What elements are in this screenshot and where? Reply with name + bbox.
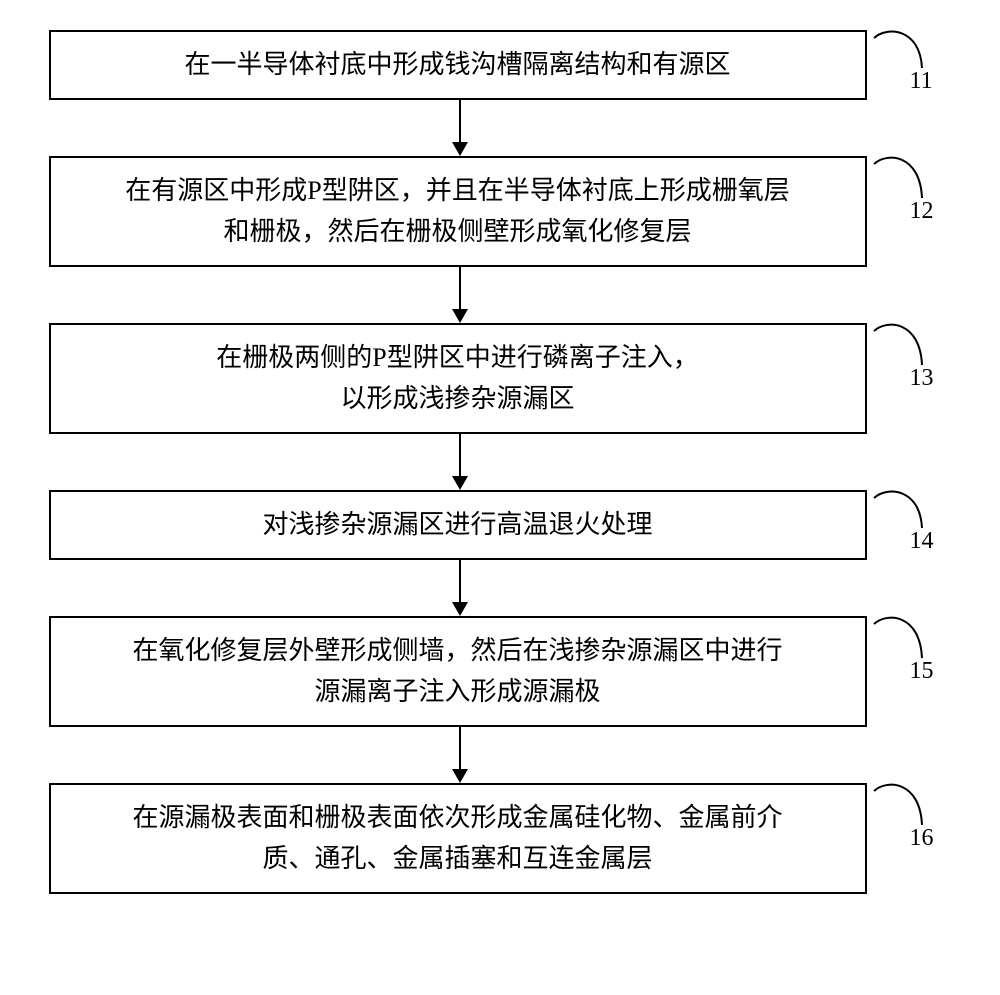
step-box-13: 在栅极两侧的P型阱区中进行磷离子注入， 以形成浅掺杂源漏区 bbox=[49, 323, 867, 434]
step-label-wrap-14: 14 bbox=[872, 490, 952, 550]
step-row-14: 对浅掺杂源漏区进行高温退火处理14 bbox=[0, 490, 1000, 560]
step-box-12: 在有源区中形成P型阱区，并且在半导体衬底上形成栅氧层 和栅极，然后在栅极侧壁形成… bbox=[49, 156, 867, 267]
step-box-15: 在氧化修复层外壁形成侧墙，然后在浅掺杂源漏区中进行 源漏离子注入形成源漏极 bbox=[49, 616, 867, 727]
arrow-13-to-14 bbox=[0, 434, 1000, 490]
arrow-icon bbox=[445, 434, 475, 490]
step-box-16: 在源漏极表面和栅极表面依次形成金属硅化物、金属前介 质、通孔、金属插塞和互连金属… bbox=[49, 783, 867, 894]
step-label-wrap-11: 11 bbox=[872, 30, 952, 90]
arrow-15-to-16 bbox=[0, 727, 1000, 783]
step-label-13: 13 bbox=[910, 365, 934, 392]
arrow-icon bbox=[445, 100, 475, 156]
step-box-11: 在一半导体衬底中形成钱沟槽隔离结构和有源区 bbox=[49, 30, 867, 100]
step-label-wrap-12: 12 bbox=[872, 156, 952, 260]
step-label-11: 11 bbox=[910, 68, 933, 95]
arrow-14-to-15 bbox=[0, 560, 1000, 616]
flowchart-container: 在一半导体衬底中形成钱沟槽隔离结构和有源区11在有源区中形成P型阱区，并且在半导… bbox=[0, 30, 1000, 894]
step-label-wrap-15: 15 bbox=[872, 616, 952, 720]
arrow-icon bbox=[445, 560, 475, 616]
step-label-12: 12 bbox=[910, 198, 934, 225]
step-box-14: 对浅掺杂源漏区进行高温退火处理 bbox=[49, 490, 867, 560]
step-label-wrap-16: 16 bbox=[872, 783, 952, 887]
step-row-12: 在有源区中形成P型阱区，并且在半导体衬底上形成栅氧层 和栅极，然后在栅极侧壁形成… bbox=[0, 156, 1000, 267]
step-row-15: 在氧化修复层外壁形成侧墙，然后在浅掺杂源漏区中进行 源漏离子注入形成源漏极 15 bbox=[0, 616, 1000, 727]
step-label-14: 14 bbox=[910, 528, 934, 555]
step-row-11: 在一半导体衬底中形成钱沟槽隔离结构和有源区11 bbox=[0, 30, 1000, 100]
step-label-15: 15 bbox=[910, 658, 934, 685]
step-label-wrap-13: 13 bbox=[872, 323, 952, 427]
arrow-icon bbox=[445, 267, 475, 323]
step-row-13: 在栅极两侧的P型阱区中进行磷离子注入， 以形成浅掺杂源漏区 13 bbox=[0, 323, 1000, 434]
step-label-16: 16 bbox=[910, 825, 934, 852]
arrow-icon bbox=[445, 727, 475, 783]
step-row-16: 在源漏极表面和栅极表面依次形成金属硅化物、金属前介 质、通孔、金属插塞和互连金属… bbox=[0, 783, 1000, 894]
arrow-12-to-13 bbox=[0, 267, 1000, 323]
arrow-11-to-12 bbox=[0, 100, 1000, 156]
